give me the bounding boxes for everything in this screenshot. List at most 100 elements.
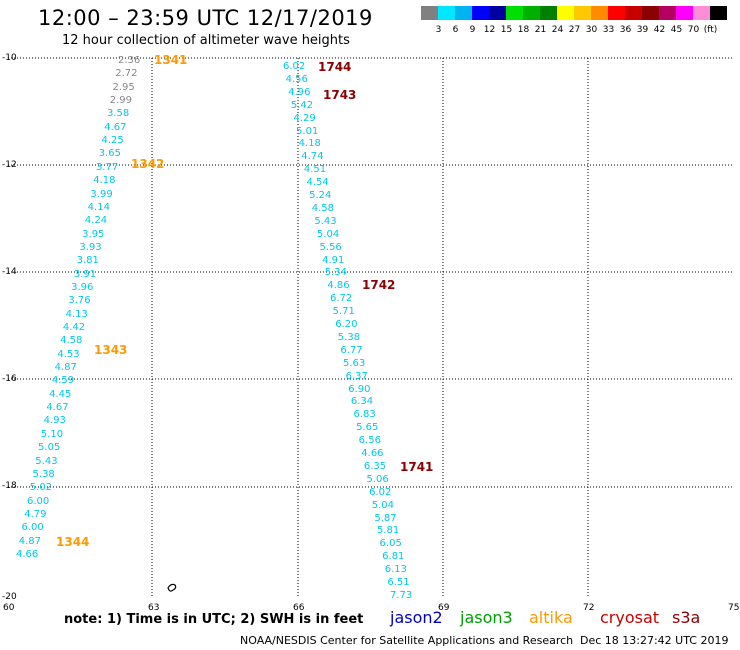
wave-height-value: 4.53 bbox=[57, 348, 80, 360]
wave-height-value: 4.67 bbox=[104, 121, 127, 133]
scale-swatch bbox=[506, 6, 523, 20]
wave-height-value: 6.37 bbox=[345, 370, 368, 382]
wave-height-value: 2.72 bbox=[115, 68, 138, 80]
wave-height-value: 4.51 bbox=[303, 164, 327, 176]
wave-height-value: 5.01 bbox=[296, 125, 319, 137]
wave-height-value: 4.56 bbox=[285, 73, 308, 85]
scale-label: 3 bbox=[435, 25, 442, 35]
map-subtitle: 12 hour collection of altimeter wave hei… bbox=[62, 33, 350, 48]
wave-height-value: 5.42 bbox=[290, 99, 314, 111]
wave-height-value: 6.00 bbox=[27, 495, 50, 507]
wave-height-value: 4.93 bbox=[43, 415, 66, 427]
wave-height-value: 4.25 bbox=[101, 135, 124, 147]
scale-label: 21 bbox=[534, 25, 547, 35]
scale-label: 39 bbox=[636, 25, 649, 35]
wave-height-value: 5.43 bbox=[314, 215, 337, 227]
wave-height-value: 6.02 bbox=[369, 486, 392, 498]
longitude-label: 63 bbox=[148, 603, 160, 613]
wave-height-value: 4.87 bbox=[18, 535, 42, 547]
wave-height-value: 4.42 bbox=[62, 322, 86, 334]
wave-height-value: 5.34 bbox=[324, 267, 348, 279]
mission-name: jason2 bbox=[390, 608, 443, 627]
wave-height-value: 5.10 bbox=[40, 428, 64, 440]
scale-swatch bbox=[608, 6, 625, 20]
scale-label: 45 bbox=[670, 25, 683, 35]
scale-label: 18 bbox=[517, 25, 530, 35]
wave-height-value: 6.34 bbox=[350, 396, 374, 408]
mission-name: altika bbox=[529, 608, 573, 627]
latitude-label: -10 bbox=[2, 53, 17, 63]
wave-height-value: 3.81 bbox=[76, 255, 99, 267]
mission-name: jason3 bbox=[460, 608, 513, 627]
wave-height-value: 5.56 bbox=[319, 241, 342, 253]
scale-swatch bbox=[489, 6, 506, 20]
wave-height-value: 6.77 bbox=[340, 344, 363, 356]
wave-height-value: 5.02 bbox=[29, 482, 53, 494]
pass-number-label: 1342 bbox=[131, 157, 165, 171]
wave-height-value: 2.99 bbox=[109, 95, 132, 107]
latitude-label: -12 bbox=[2, 160, 17, 170]
scale-label: 33 bbox=[602, 25, 615, 35]
wave-height-value: 4.18 bbox=[298, 138, 321, 150]
wave-height-value: 6.90 bbox=[348, 383, 371, 395]
footer-credit: NOAA/NESDIS Center for Satellite Applica… bbox=[240, 634, 574, 647]
scale-label: 42 bbox=[653, 25, 666, 35]
scale-swatch bbox=[421, 6, 438, 20]
wave-height-value: 4.74 bbox=[301, 151, 324, 163]
pass-number-label: 1741 bbox=[400, 460, 434, 474]
scale-swatch bbox=[693, 6, 710, 20]
wave-height-value: 4.14 bbox=[87, 201, 110, 213]
island-outline bbox=[167, 583, 177, 592]
footer-note: note: 1) Time is in UTC; 2) SWH is in fe… bbox=[64, 612, 364, 627]
wave-height-value: 5.04 bbox=[316, 228, 340, 240]
scale-swatch bbox=[625, 6, 642, 20]
longitude-label: 69 bbox=[438, 603, 450, 613]
wave-height-value: 3.77 bbox=[95, 161, 119, 173]
wave-height-value: 5.43 bbox=[35, 455, 58, 467]
wave-height-value: 6.05 bbox=[379, 538, 402, 550]
wave-height-value: 5.63 bbox=[343, 357, 366, 369]
scale-swatch bbox=[591, 6, 608, 20]
scale-swatch bbox=[540, 6, 557, 20]
scale-swatch bbox=[438, 6, 455, 20]
scale-label: 6 bbox=[452, 25, 459, 35]
wave-height-value: 3.99 bbox=[90, 188, 113, 200]
wave-height-value: 5.05 bbox=[38, 442, 61, 454]
scale-swatch bbox=[472, 6, 489, 20]
wave-height-value: 3.58 bbox=[106, 108, 130, 120]
wave-height-value: 4.45 bbox=[49, 388, 72, 400]
wave-height-value: 5.06 bbox=[366, 473, 389, 485]
wave-height-value: 3.95 bbox=[82, 228, 105, 240]
wave-height-value: 2.95 bbox=[112, 81, 135, 93]
scale-swatch bbox=[659, 6, 676, 20]
wave-height-value: 4.67 bbox=[46, 402, 69, 414]
latitude-label: -18 bbox=[2, 481, 17, 491]
wave-height-value: 4.59 bbox=[51, 375, 75, 387]
pass-number-label: 1343 bbox=[94, 343, 128, 357]
wave-height-value: 4.66 bbox=[16, 549, 39, 560]
wave-height-value: 4.91 bbox=[322, 254, 345, 266]
pass-number-label: 1344 bbox=[56, 535, 90, 549]
wave-height-value: 4.58 bbox=[311, 202, 334, 214]
wave-height-value: 5.04 bbox=[371, 499, 394, 511]
scale-swatch bbox=[455, 6, 472, 20]
wave-height-value: 4.96 bbox=[288, 86, 311, 98]
wave-height-value: 4.24 bbox=[84, 215, 108, 227]
scale-label: 36 bbox=[619, 25, 632, 35]
longitude-label: 66 bbox=[293, 603, 305, 613]
scale-swatch bbox=[642, 6, 659, 20]
mission-name: s3a bbox=[672, 608, 701, 627]
wave-height-value: 4.54 bbox=[306, 177, 329, 189]
latitude-label: -14 bbox=[2, 267, 17, 277]
wave-height-value: 4.87 bbox=[54, 362, 77, 374]
wave-height-value: 3.76 bbox=[68, 295, 91, 307]
scale-label: 27 bbox=[568, 25, 581, 35]
wave-height-value: 5.38 bbox=[32, 468, 55, 480]
wave-height-value: 6.72 bbox=[329, 293, 353, 305]
scale-swatch bbox=[523, 6, 540, 20]
wave-height-value: 5.65 bbox=[356, 422, 379, 434]
scale-swatch bbox=[574, 6, 591, 20]
wave-height-value: 6.51 bbox=[387, 577, 410, 589]
footer-timestamp: Dec 18 13:27:42 UTC 2019 bbox=[580, 634, 729, 647]
